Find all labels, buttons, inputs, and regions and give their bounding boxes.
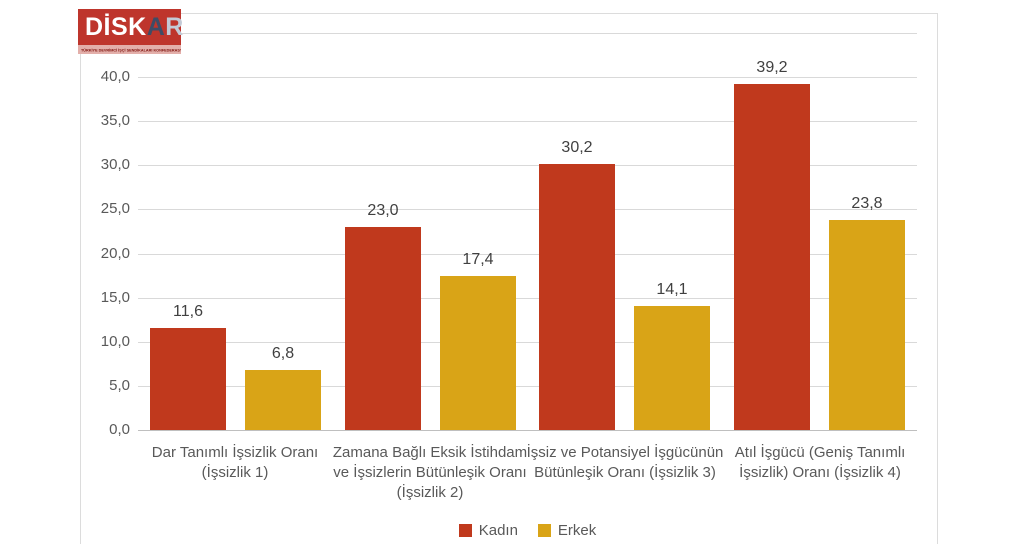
category-label-line: Dar Tanımlı İşsizlik Oranı	[151, 444, 319, 461]
gridline-35	[138, 121, 917, 122]
bar-value-label: 23,0	[367, 202, 399, 219]
legend-label: Erkek	[557, 521, 597, 539]
y-axis-tick-label: 35,0	[100, 112, 130, 129]
y-axis-tick-label: 10,0	[100, 333, 130, 350]
bar-erkek-1	[245, 370, 321, 430]
logo-text-r: R	[165, 12, 184, 41]
bar-erkek-4	[829, 220, 905, 430]
gridline-20	[138, 254, 917, 255]
category-label-line: Bütünleşik Oranı (İşsizlik 3)	[534, 464, 716, 481]
gridline-0	[138, 430, 917, 431]
bar-value-label: 23,8	[851, 195, 883, 212]
category-label-4: Atıl İşgücü (Geniş Tanımlı İşsizlik) Oran…	[708, 443, 932, 483]
legend-label: Kadın	[478, 521, 518, 539]
gridline-5	[138, 386, 917, 387]
category-label-2: Zamana Bağlı Eksik İstihdam ve İşsizlerin…	[318, 443, 542, 503]
legend-swatch-erkek	[537, 523, 551, 537]
category-label-line: İşsiz ve Potansiyel İşgücünün	[526, 444, 724, 461]
category-label-line: İşsizlik) Oranı (İşsizlik 4)	[739, 464, 901, 481]
y-axis-tick-label: 40,0	[100, 68, 130, 85]
legend-swatch-kadın	[458, 523, 472, 537]
gridline-30	[138, 165, 917, 166]
chart-legend: Kadın Erkek	[138, 520, 917, 540]
gridline-45	[138, 33, 917, 34]
category-label-line: Zamana Bağlı Eksik İstihdam	[332, 444, 528, 461]
bar-kadın-1	[150, 328, 226, 430]
y-axis-tick-label: 5,0	[109, 377, 130, 394]
bar-value-label: 17,4	[462, 251, 494, 268]
logo-text-a: A	[146, 12, 166, 41]
bar-erkek-2	[440, 276, 516, 430]
diskar-logo: DİSK A R TÜRKİYE DEVRİMCİ İŞÇİ SENDİKALARI…	[78, 9, 184, 54]
category-label-line: Atıl İşgücü (Geniş Tanımlı	[734, 444, 906, 461]
y-axis-tick-label: 30,0	[100, 156, 130, 173]
y-axis-tick-label: 0,0	[109, 421, 130, 438]
bar-kadın-2	[345, 227, 421, 430]
legend-item-erkek: Erkek	[537, 521, 597, 539]
diskar-logo-box: DİSK A R	[78, 9, 184, 45]
legend-item-kadın: Kadın	[458, 521, 518, 539]
gridline-10	[138, 342, 917, 343]
category-label-1: Dar Tanımlı İşsizlik Oranı (İşsizlik 1)	[123, 443, 347, 483]
category-label-line: (İşsizlik 1)	[201, 464, 269, 481]
bar-value-label: 6,8	[271, 345, 295, 362]
gridline-25	[138, 209, 917, 210]
bar-kadın-4	[734, 84, 810, 430]
category-label-3: İşsiz ve Potansiyel İşgücünün Bütünleşik …	[513, 443, 737, 483]
y-axis-tick-label: 25,0	[100, 200, 130, 217]
y-axis-tick-label: 15,0	[100, 289, 130, 306]
bar-value-label: 39,2	[756, 59, 788, 76]
gridline-15	[138, 298, 917, 299]
bar-value-label: 30,2	[561, 139, 593, 156]
bar-erkek-3	[634, 306, 710, 430]
logo-text-disk: DİSK	[85, 12, 147, 41]
category-label-line: (İşsizlik 2)	[396, 484, 464, 501]
gridline-40	[138, 77, 917, 78]
bar-value-label: 14,1	[656, 281, 688, 298]
y-axis-tick-label: 20,0	[100, 245, 130, 262]
bar-kadın-3	[539, 164, 615, 430]
category-label-line: ve İşsizlerin Bütünleşik Oranı	[333, 464, 527, 481]
diskar-logo-subtitle: TÜRKİYE DEVRİMCİ İŞÇİ SENDİKALARI KONFED…	[78, 45, 181, 54]
bar-value-label: 11,6	[173, 303, 203, 320]
